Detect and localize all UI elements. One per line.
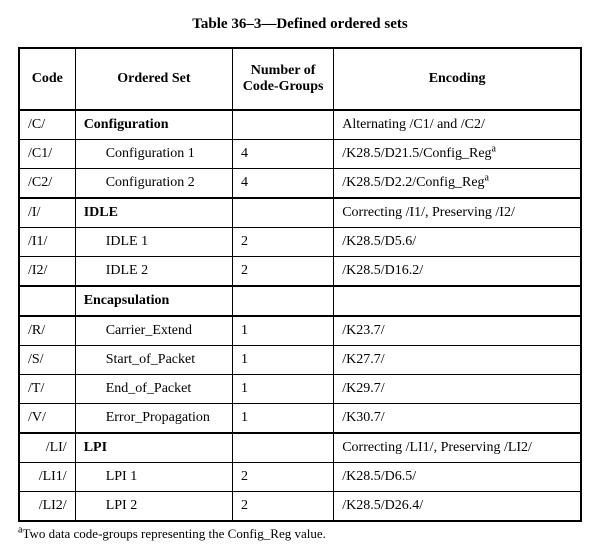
cell-code: /LI2/ xyxy=(19,492,75,522)
cell-encoding: /K28.5/D26.4/ xyxy=(334,492,581,522)
cell-code: /LI/ xyxy=(19,433,75,463)
header-code: Code xyxy=(19,48,75,110)
cell-encoding: /K28.5/D5.6/ xyxy=(334,228,581,257)
cell-num-code-groups: 2 xyxy=(233,257,334,287)
cell-encoding: /K28.5/D6.5/ xyxy=(334,463,581,492)
cell-num-code-groups: 4 xyxy=(233,140,334,169)
cell-num-code-groups xyxy=(233,110,334,140)
table-row: /C2/Configuration 24/K28.5/D2.2/Config_R… xyxy=(19,169,581,199)
table-row: /I/IDLE Correcting /I1/, Preserving /I2/ xyxy=(19,198,581,228)
cell-num-code-groups: 1 xyxy=(233,316,334,346)
cell-encoding: Alternating /C1/ and /C2/ xyxy=(334,110,581,140)
cell-ordered-set: IDLE 1 xyxy=(75,228,232,257)
cell-code xyxy=(19,286,75,316)
table-row: /S/Start_of_Packet1/K27.7/ xyxy=(19,346,581,375)
header-encoding: Encoding xyxy=(334,48,581,110)
ordered-sets-table: Code Ordered Set Number ofCode-Groups En… xyxy=(18,47,582,522)
header-ordered-set: Ordered Set xyxy=(75,48,232,110)
cell-ordered-set: End_of_Packet xyxy=(75,375,232,404)
header-row: Code Ordered Set Number ofCode-Groups En… xyxy=(19,48,581,110)
cell-num-code-groups xyxy=(233,198,334,228)
cell-code: /I2/ xyxy=(19,257,75,287)
table-row: /LI/LPI Correcting /LI1/, Preserving /LI2… xyxy=(19,433,581,463)
cell-code: /T/ xyxy=(19,375,75,404)
cell-ordered-set: Carrier_Extend xyxy=(75,316,232,346)
header-num-code-groups: Number ofCode-Groups xyxy=(233,48,334,110)
cell-num-code-groups: 4 xyxy=(233,169,334,199)
table-footnote: aTwo data code-groups representing the C… xyxy=(18,526,582,542)
cell-num-code-groups: 1 xyxy=(233,346,334,375)
table-row: /LI2/LPI 22/K28.5/D26.4/ xyxy=(19,492,581,522)
footnote-text: Two data code-groups representing the Co… xyxy=(22,526,325,541)
table-row: /I1/IDLE 12/K28.5/D5.6/ xyxy=(19,228,581,257)
cell-num-code-groups xyxy=(233,433,334,463)
cell-num-code-groups: 2 xyxy=(233,463,334,492)
cell-encoding: /K29.7/ xyxy=(334,375,581,404)
cell-encoding: /K28.5/D21.5/Config_Rega xyxy=(334,140,581,169)
table-row: /R/Carrier_Extend1/K23.7/ xyxy=(19,316,581,346)
cell-code: /C2/ xyxy=(19,169,75,199)
cell-encoding: /K30.7/ xyxy=(334,404,581,434)
cell-ordered-set: LPI xyxy=(75,433,232,463)
cell-ordered-set: IDLE 2 xyxy=(75,257,232,287)
cell-encoding: /K23.7/ xyxy=(334,316,581,346)
cell-ordered-set: Configuration 1 xyxy=(75,140,232,169)
cell-code: /V/ xyxy=(19,404,75,434)
cell-code: /C/ xyxy=(19,110,75,140)
cell-ordered-set: Error_Propagation xyxy=(75,404,232,434)
table-row: /LI1/LPI 12/K28.5/D6.5/ xyxy=(19,463,581,492)
cell-code: /LI1/ xyxy=(19,463,75,492)
cell-code: /I/ xyxy=(19,198,75,228)
cell-num-code-groups: 2 xyxy=(233,228,334,257)
table-row: Encapsulation xyxy=(19,286,581,316)
cell-ordered-set: LPI 1 xyxy=(75,463,232,492)
cell-code: /R/ xyxy=(19,316,75,346)
cell-ordered-set: Encapsulation xyxy=(75,286,232,316)
table-row: /V/Error_Propagation1/K30.7/ xyxy=(19,404,581,434)
cell-num-code-groups: 1 xyxy=(233,404,334,434)
cell-ordered-set: Start_of_Packet xyxy=(75,346,232,375)
cell-encoding xyxy=(334,286,581,316)
table-row: /C1/Configuration 14/K28.5/D21.5/Config_… xyxy=(19,140,581,169)
table-row: /C/Configuration Alternating /C1/ and /C2… xyxy=(19,110,581,140)
cell-encoding: /K28.5/D2.2/Config_Rega xyxy=(334,169,581,199)
table-head: Code Ordered Set Number ofCode-Groups En… xyxy=(19,48,581,110)
cell-num-code-groups xyxy=(233,286,334,316)
cell-num-code-groups: 2 xyxy=(233,492,334,522)
cell-encoding: Correcting /I1/, Preserving /I2/ xyxy=(334,198,581,228)
cell-encoding: /K27.7/ xyxy=(334,346,581,375)
cell-code: /C1/ xyxy=(19,140,75,169)
cell-ordered-set: Configuration xyxy=(75,110,232,140)
cell-code: /S/ xyxy=(19,346,75,375)
cell-ordered-set: LPI 2 xyxy=(75,492,232,522)
table-body: /C/Configuration Alternating /C1/ and /C2… xyxy=(19,110,581,521)
cell-ordered-set: Configuration 2 xyxy=(75,169,232,199)
cell-num-code-groups: 1 xyxy=(233,375,334,404)
table-row: /T/End_of_Packet1/K29.7/ xyxy=(19,375,581,404)
cell-encoding: /K28.5/D16.2/ xyxy=(334,257,581,287)
cell-ordered-set: IDLE xyxy=(75,198,232,228)
table-row: /I2/IDLE 22/K28.5/D16.2/ xyxy=(19,257,581,287)
cell-code: /I1/ xyxy=(19,228,75,257)
cell-encoding: Correcting /LI1/, Preserving /LI2/ xyxy=(334,433,581,463)
table-caption: Table 36–3—Defined ordered sets xyxy=(18,16,582,33)
